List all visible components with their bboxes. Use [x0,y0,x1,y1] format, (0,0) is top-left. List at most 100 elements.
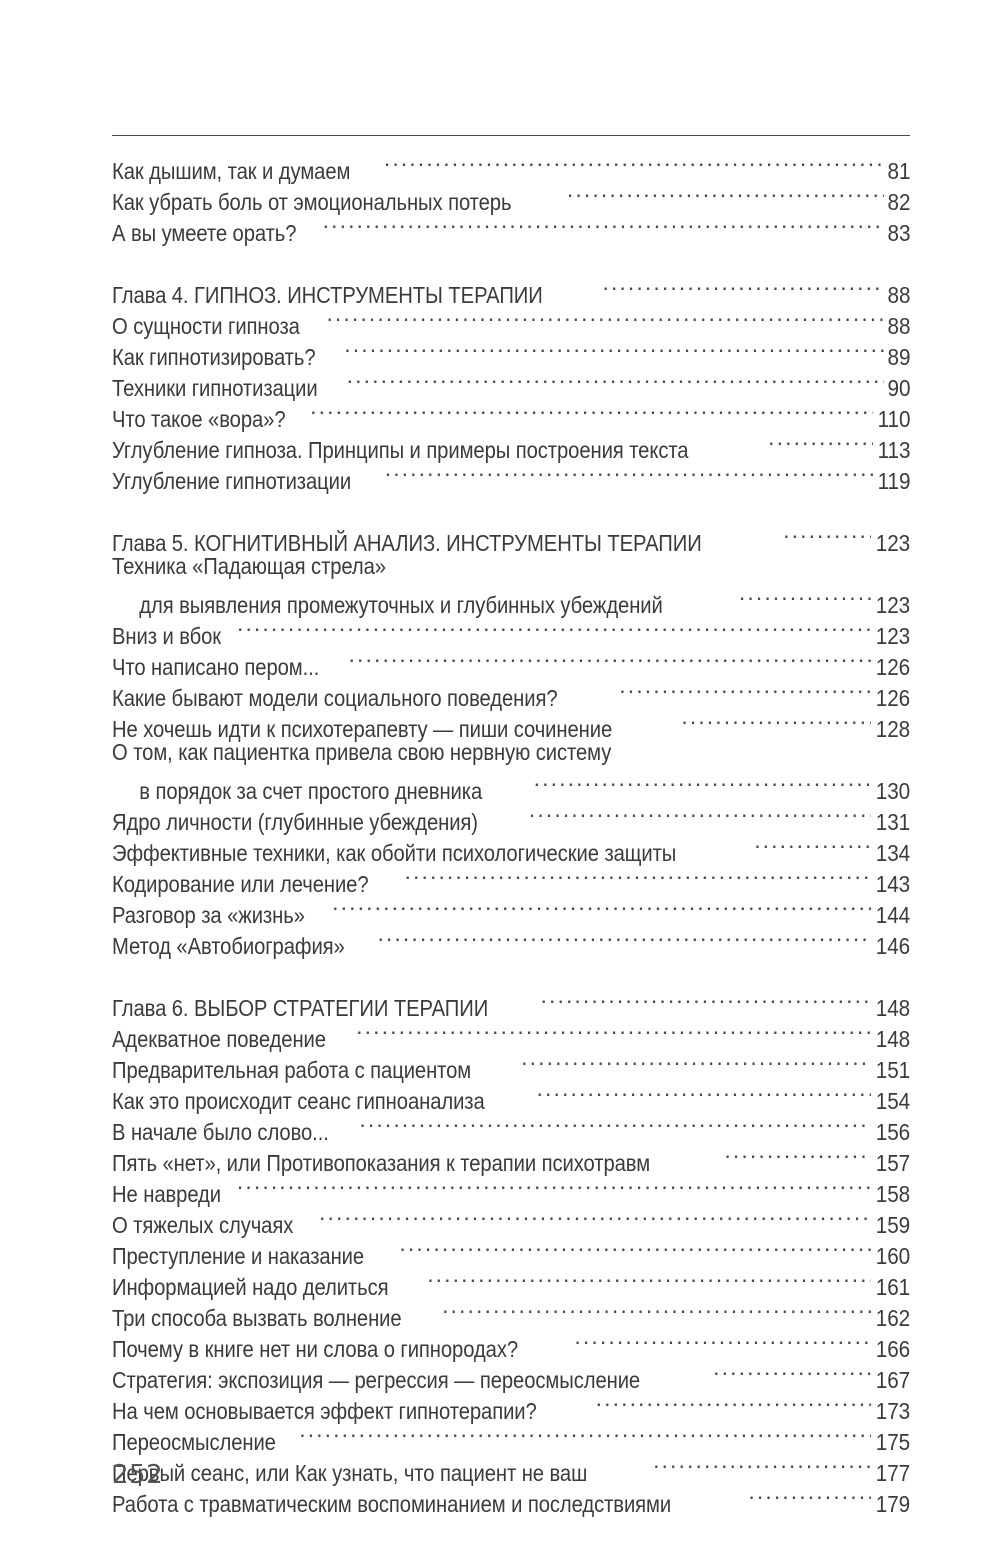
toc-dot-leader [404,861,870,892]
toc-entry-page-number: 166 [875,1336,910,1362]
toc-entry[interactable]: Разговор за «жизнь» 144 [112,892,910,928]
toc-entry-page-number: 173 [875,1398,910,1424]
toc-entry[interactable]: О том, как пациентка привела свою нервну… [112,737,910,768]
toc-entry[interactable]: для выявления промежуточных и глубинных … [112,582,910,618]
toc-entry-page-number: 158 [875,1181,910,1207]
toc-entry-title: О тяжелых случаях [112,1212,294,1238]
toc-entry[interactable]: В начале было слово... 156 [112,1109,910,1145]
toc-dot-leader [427,1264,871,1295]
toc-entry-title: В начале было слово... [112,1119,329,1145]
toc-dot-leader [442,1295,871,1326]
toc-entry-page-number: 110 [877,406,910,432]
toc-entry[interactable]: Ядро личности (глубинные убеждения) 131 [112,799,910,835]
toc-entry-page-number: 175 [875,1429,910,1455]
toc-entry-title: в порядок за счет простого дневника [139,778,483,804]
toc-entry-title: Какие бывают модели социального поведени… [112,685,558,711]
toc-entry[interactable]: А вы умеете орать? 83 [112,210,910,246]
toc-dot-leader [540,985,870,1016]
toc-dot-leader [567,179,884,210]
toc-entry[interactable]: Как дышим, так и думаем 81 [112,148,910,184]
toc-entry[interactable]: Техники гипнотизации 90 [112,365,910,401]
toc-entry-page-number: 144 [875,902,910,928]
toc-dot-leader [237,1171,871,1202]
toc-entry[interactable]: Техника «Падающая стрела» [112,551,910,582]
toc-entry[interactable]: Кодирование или лечение? 143 [112,861,910,897]
toc-entry-page-number: 156 [875,1119,910,1145]
toc-entry-page-number: 161 [875,1274,910,1300]
toc-entry[interactable]: Предварительная работа с пациентом 151 [112,1047,910,1083]
toc-entry[interactable]: Первый сеанс, или Как узнать, что пациен… [112,1450,910,1486]
toc-entry[interactable]: Углубление гипнотизации 119 [112,458,910,494]
toc-dot-leader [385,458,873,489]
toc-entry-page-number: 123 [875,623,910,649]
toc-entry[interactable]: Не хочешь идти к психотерапевту — пиши с… [112,706,910,742]
toc-entry-page-number: 126 [875,654,910,680]
toc-entry[interactable]: Глава 4. ГИПНОЗ. ИНСТРУМЕНТЫ ТЕРАПИИ88 [112,272,910,308]
toc-entry-page-number: 89 [887,344,910,370]
toc-entry[interactable]: Глава 6. ВЫБОР СТРАТЕГИИ ТЕРАПИИ148 [112,985,910,1021]
toc-entry[interactable]: Информацией надо делиться 161 [112,1264,910,1300]
toc-group: Глава 6. ВЫБОР СТРАТЕГИИ ТЕРАПИИ148Адекв… [112,985,910,1517]
page-number: 252 [112,1460,164,1490]
toc-entry-title: Ядро личности (глубинные убеждения) [112,809,478,835]
toc-entry-page-number: 146 [875,933,910,959]
toc-entry-title: Работа с травматическим воспоминанием и … [112,1491,672,1517]
toc-entry-page-number: 126 [875,685,910,711]
toc-entry[interactable]: Преступление и наказание 160 [112,1233,910,1269]
toc-dot-leader [348,644,870,675]
toc-entry-page-number: 154 [875,1088,910,1114]
toc-dot-leader [534,768,871,799]
toc-dot-leader [399,1233,871,1264]
toc-entry[interactable]: Три способа вызвать волнение 162 [112,1295,910,1331]
toc-entry-page-number: 143 [875,871,910,897]
toc-dot-leader [748,1481,871,1512]
toc-entry[interactable]: Вниз и вбок 123 [112,613,910,649]
toc-entry-page-number: 157 [875,1150,910,1176]
toc-entry[interactable]: Переосмысление 175 [112,1419,910,1455]
header-rule [112,135,910,136]
toc-entry-page-number: 119 [877,468,910,494]
toc-entry[interactable]: Какие бывают модели социального поведени… [112,675,910,711]
toc-entry[interactable]: О тяжелых случаях 159 [112,1202,910,1238]
toc-entry-page-number: 177 [875,1460,910,1486]
toc-entry[interactable]: в порядок за счет простого дневника 130 [112,768,910,804]
toc-entry[interactable]: О сущности гипноза 88 [112,303,910,339]
toc-dot-leader [347,365,884,396]
toc-entry-page-number: 179 [875,1491,910,1517]
toc-entry-title: А вы умеете орать? [112,220,297,246]
toc-entry[interactable]: Как убрать боль от эмоциональных потерь8… [112,179,910,215]
toc-entry[interactable]: Что написано пером... 126 [112,644,910,680]
toc-entry-page-number: 90 [887,375,910,401]
toc-entry-title: Вниз и вбок [112,623,222,649]
toc-entry-title: Что такое «вора»? [112,406,286,432]
toc-entry[interactable]: Стратегия: экспозиция — регрессия — пере… [112,1357,910,1393]
toc-entry-title: Почему в книге нет ни слова о гипнородах… [112,1336,519,1362]
toc-entry[interactable]: Метод «Автобиография» 146 [112,923,910,959]
toc-entry-title: Предварительная работа с пациентом [112,1057,472,1083]
toc-entry-title: Техника «Падающая стрела» [112,553,386,579]
toc-entry[interactable]: Работа с травматическим воспоминанием и … [112,1481,910,1517]
toc-dot-leader [713,1357,871,1388]
toc-entry[interactable]: Адекватное поведение 148 [112,1016,910,1052]
toc-entry[interactable]: Что такое «вора»? 110 [112,396,910,432]
toc-dot-leader [602,272,883,303]
toc-group: Глава 4. ГИПНОЗ. ИНСТРУМЕНТЫ ТЕРАПИИ88О … [112,272,910,494]
toc-entry[interactable]: Не навреди 158 [112,1171,910,1207]
toc-entry-title: Адекватное поведение [112,1026,326,1052]
toc-dot-leader [310,396,872,427]
toc-entry-title: Что написано пером... [112,654,320,680]
toc-entry-page-number: 128 [875,716,910,742]
toc-entry[interactable]: Глава 5. КОГНИТИВНЫЙ АНАЛИЗ. ИНСТРУМЕНТЫ… [112,520,910,556]
toc-entry[interactable]: Почему в книге нет ни слова о гипнородах… [112,1326,910,1362]
toc-entry[interactable]: Как гипнотизировать? 89 [112,334,910,370]
toc-entry-page-number: 81 [887,158,910,184]
toc-entry-title: Глава 5. КОГНИТИВНЫЙ АНАЛИЗ. ИНСТРУМЕНТЫ… [112,530,702,556]
toc-entry-title: Стратегия: экспозиция — регрессия — пере… [112,1367,641,1393]
toc-dot-leader [653,1450,871,1481]
toc-dot-leader [521,1047,871,1078]
toc-entry-page-number: 162 [875,1305,910,1331]
toc-entry-page-number: 123 [875,530,910,556]
